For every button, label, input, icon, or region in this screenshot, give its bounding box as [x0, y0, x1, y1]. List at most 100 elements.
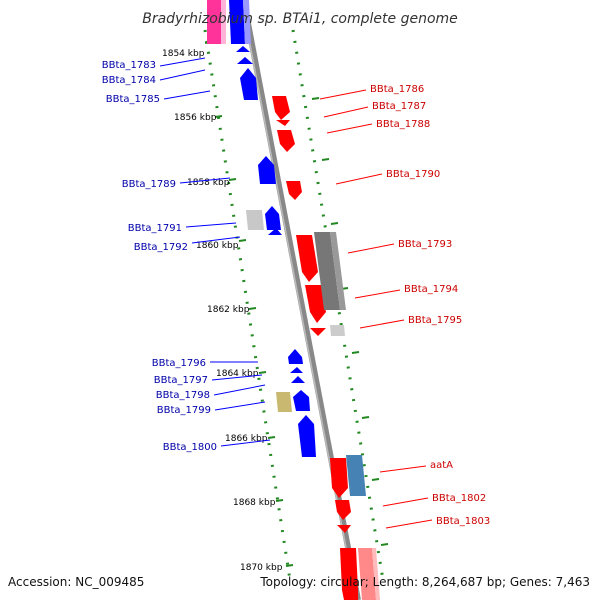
forward-gene-labels: BBta_1786 BBta_1787 BBta_1788 BBta_1790 …: [319, 84, 490, 529]
gene-label: BBta_1796: [152, 358, 206, 369]
reverse-gene: [240, 68, 258, 100]
reverse-gene: [288, 349, 303, 364]
accession-text: Accession: NC_009485: [8, 575, 144, 589]
forward-gene-bottom: [342, 590, 358, 600]
tick-mark: [214, 115, 223, 118]
outer-tick-mark: [330, 222, 339, 225]
gene-label: BBta_1789: [122, 179, 176, 190]
tick-label: 1862 kbp: [207, 305, 250, 315]
light-red-feature-shade: [372, 548, 380, 600]
gray-feature: [246, 210, 264, 230]
forward-genes: [272, 96, 358, 600]
label-leader: [335, 173, 383, 185]
forward-gene: [272, 96, 290, 120]
label-leader: [385, 519, 433, 529]
gene-label: BBta_1790: [386, 169, 440, 180]
inner-dotted-track: [203, 29, 292, 581]
gene-label: BBta_1788: [376, 119, 430, 130]
label-leader: [191, 236, 241, 244]
khaki-feature: [276, 392, 292, 412]
label-leader: [326, 123, 373, 134]
reverse-gene: [293, 390, 310, 411]
tick-label: 1856 kbp: [174, 113, 217, 123]
label-leader: [359, 319, 405, 329]
reverse-gene: [236, 46, 250, 52]
tick-label: 1854 kbp: [162, 49, 205, 59]
label-leader: [379, 465, 427, 473]
gene-label: BBta_1784: [102, 75, 156, 86]
label-leader: [185, 222, 237, 228]
tick-mark: [275, 499, 284, 502]
gene-label: BBta_1787: [372, 101, 426, 112]
reverse-gene: [291, 376, 305, 383]
gray-feature-shade: [330, 232, 346, 310]
pink-feature-light: [221, 0, 226, 44]
tick-mark: [238, 239, 247, 242]
label-leader: [159, 57, 206, 67]
forward-gene: [330, 458, 348, 498]
gene-label: BBta_1803: [436, 516, 490, 527]
label-leader: [163, 90, 211, 100]
tick-mark: [248, 307, 257, 310]
tick-mark: [285, 564, 294, 567]
gene-label: BBta_1800: [163, 442, 217, 453]
forward-gene: [276, 120, 290, 126]
reverse-gene: [265, 206, 281, 230]
tick-mark: [228, 178, 237, 181]
tick-label: 1858 kbp: [187, 178, 230, 188]
gene-label: BBta_1802: [432, 493, 486, 504]
light-red-feature: [358, 548, 376, 600]
forward-gene: [310, 328, 326, 336]
label-leader: [323, 106, 369, 118]
outer-tick-mark: [361, 416, 370, 419]
forward-gene: [305, 285, 326, 323]
top-features: [207, 0, 251, 44]
reverse-gene-top-light: [243, 0, 251, 44]
label-leader: [179, 177, 231, 184]
tick-mark: [258, 371, 267, 374]
reverse-gene: [268, 228, 282, 235]
gene-label: BBta_1798: [156, 390, 210, 401]
outer-tick-mark: [371, 478, 380, 481]
forward-gene: [286, 181, 302, 200]
gene-label: BBta_1793: [398, 239, 452, 250]
light-gray-feature: [330, 325, 345, 336]
label-leader: [214, 401, 266, 411]
tick-labels: 1854 kbp 1856 kbp 1858 kbp 1860 kbp 1862…: [162, 49, 283, 573]
label-leader: [213, 384, 266, 396]
gene-label: BBta_1791: [128, 223, 182, 234]
gene-label: BBta_1794: [404, 284, 458, 295]
forward-gene: [296, 235, 318, 282]
outer-tick-mark: [380, 543, 389, 546]
reverse-gene: [258, 156, 276, 184]
tick-label: 1860 kbp: [196, 241, 239, 251]
gray-feature: [314, 232, 340, 310]
outer-tick-mark: [311, 97, 320, 100]
reverse-gene: [237, 57, 253, 64]
gene-label: BBta_1785: [106, 94, 160, 105]
pink-feature: [207, 0, 221, 44]
gene-label: BBta_1783: [102, 60, 156, 71]
label-leader: [159, 69, 206, 81]
forward-gene: [340, 548, 358, 590]
forward-gene: [277, 130, 295, 152]
label-leader: [347, 243, 395, 254]
reverse-gene: [298, 415, 316, 457]
reverse-genes: [236, 46, 316, 457]
outer-tick-mark: [321, 158, 330, 161]
tick-label: 1864 kbp: [216, 369, 259, 379]
steelblue-feature: [346, 455, 366, 496]
reverse-gene: [290, 367, 303, 373]
gene-label: aatA: [430, 460, 453, 471]
forward-gene: [335, 500, 351, 520]
gene-label: BBta_1797: [154, 375, 208, 386]
outer-tick-mark: [351, 351, 360, 354]
label-leader: [211, 374, 263, 381]
tick-label: 1866 kbp: [225, 434, 268, 444]
label-leader: [382, 497, 429, 507]
genome-summary-text: Topology: circular; Length: 8,264,687 bp…: [259, 575, 590, 589]
tick-label: 1870 kbp: [240, 563, 283, 573]
map-title: Bradyrhizobium sp. BTAi1, complete genom…: [142, 11, 458, 27]
